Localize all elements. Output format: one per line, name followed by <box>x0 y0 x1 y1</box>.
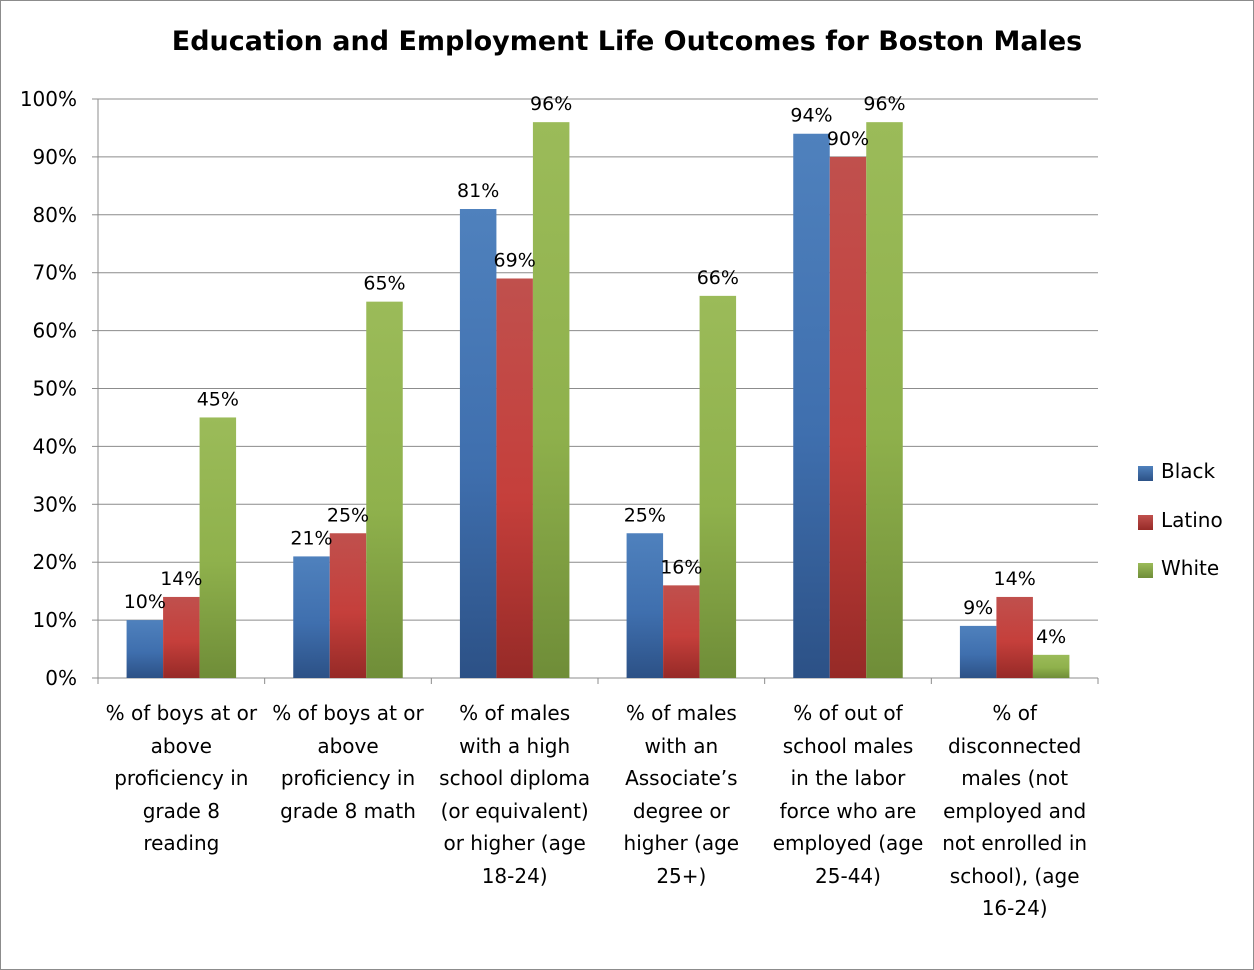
data-label: 4% <box>1036 626 1066 648</box>
data-label: 94% <box>790 105 832 127</box>
bar-black <box>293 556 330 678</box>
legend-label: Black <box>1161 459 1216 483</box>
bar-black <box>126 620 164 678</box>
data-label: 65% <box>363 273 405 295</box>
y-tick-label: 60% <box>33 319 77 343</box>
data-label: 69% <box>494 249 536 271</box>
bar-white <box>866 122 903 678</box>
bar-white <box>199 417 237 678</box>
bar-latino <box>829 156 867 678</box>
data-label: 9% <box>963 597 993 619</box>
legend-swatch <box>1138 514 1153 530</box>
bar-latino <box>996 596 1033 678</box>
legend-label: White <box>1161 556 1220 580</box>
data-label: 96% <box>530 93 572 115</box>
bar-black <box>959 625 997 678</box>
data-label: 45% <box>197 388 239 410</box>
x-category-label: % of boys at or above proficiency in gra… <box>105 701 258 855</box>
data-label: 25% <box>327 504 369 526</box>
y-tick-label: 90% <box>33 145 77 169</box>
y-tick-label: 40% <box>33 434 77 458</box>
data-label: 21% <box>290 527 332 549</box>
x-category-label: % of boys at or above proficiency in gra… <box>272 701 424 823</box>
data-label: 96% <box>863 93 905 115</box>
legend-label: Latino <box>1161 507 1223 532</box>
y-tick-label: 10% <box>33 608 77 632</box>
x-category-label: % of males with an Associate’s degree or… <box>623 701 740 888</box>
x-category-label: % of males with a high school diploma (o… <box>439 701 591 888</box>
data-label: 25% <box>624 504 666 526</box>
chart-title: Education and Employment Life Outcomes f… <box>171 26 1083 57</box>
x-category-label: % of disconnected males (not employed an… <box>942 701 1088 920</box>
x-category-label: % of out of school males in the labor fo… <box>772 701 924 888</box>
data-label: 66% <box>697 267 739 289</box>
bar-white <box>699 295 737 678</box>
bar-latino <box>329 533 367 678</box>
bar-latino <box>496 278 533 678</box>
y-tick-label: 100% <box>20 87 77 111</box>
y-tick-label: 0% <box>45 666 77 690</box>
bar-latino <box>163 596 200 678</box>
data-label: 90% <box>827 128 869 150</box>
data-label: 81% <box>457 180 499 202</box>
y-tick-label: 20% <box>33 550 77 574</box>
legend-swatch <box>1138 466 1153 481</box>
bar-white <box>366 301 403 678</box>
data-label: 10% <box>124 591 166 613</box>
data-label: 14% <box>160 568 202 590</box>
bar-black <box>793 133 830 679</box>
data-label: 16% <box>660 556 702 578</box>
bar-white <box>1032 654 1070 678</box>
bar-black <box>459 209 497 678</box>
y-tick-label: 50% <box>33 377 77 401</box>
bar-latino <box>663 585 700 678</box>
bar-white <box>532 122 570 678</box>
y-tick-label: 70% <box>33 261 77 285</box>
y-tick-label: 30% <box>33 492 77 516</box>
legend-swatch <box>1138 563 1153 578</box>
bar-black <box>626 533 664 678</box>
y-tick-label: 80% <box>33 203 77 227</box>
data-label: 14% <box>994 568 1036 590</box>
